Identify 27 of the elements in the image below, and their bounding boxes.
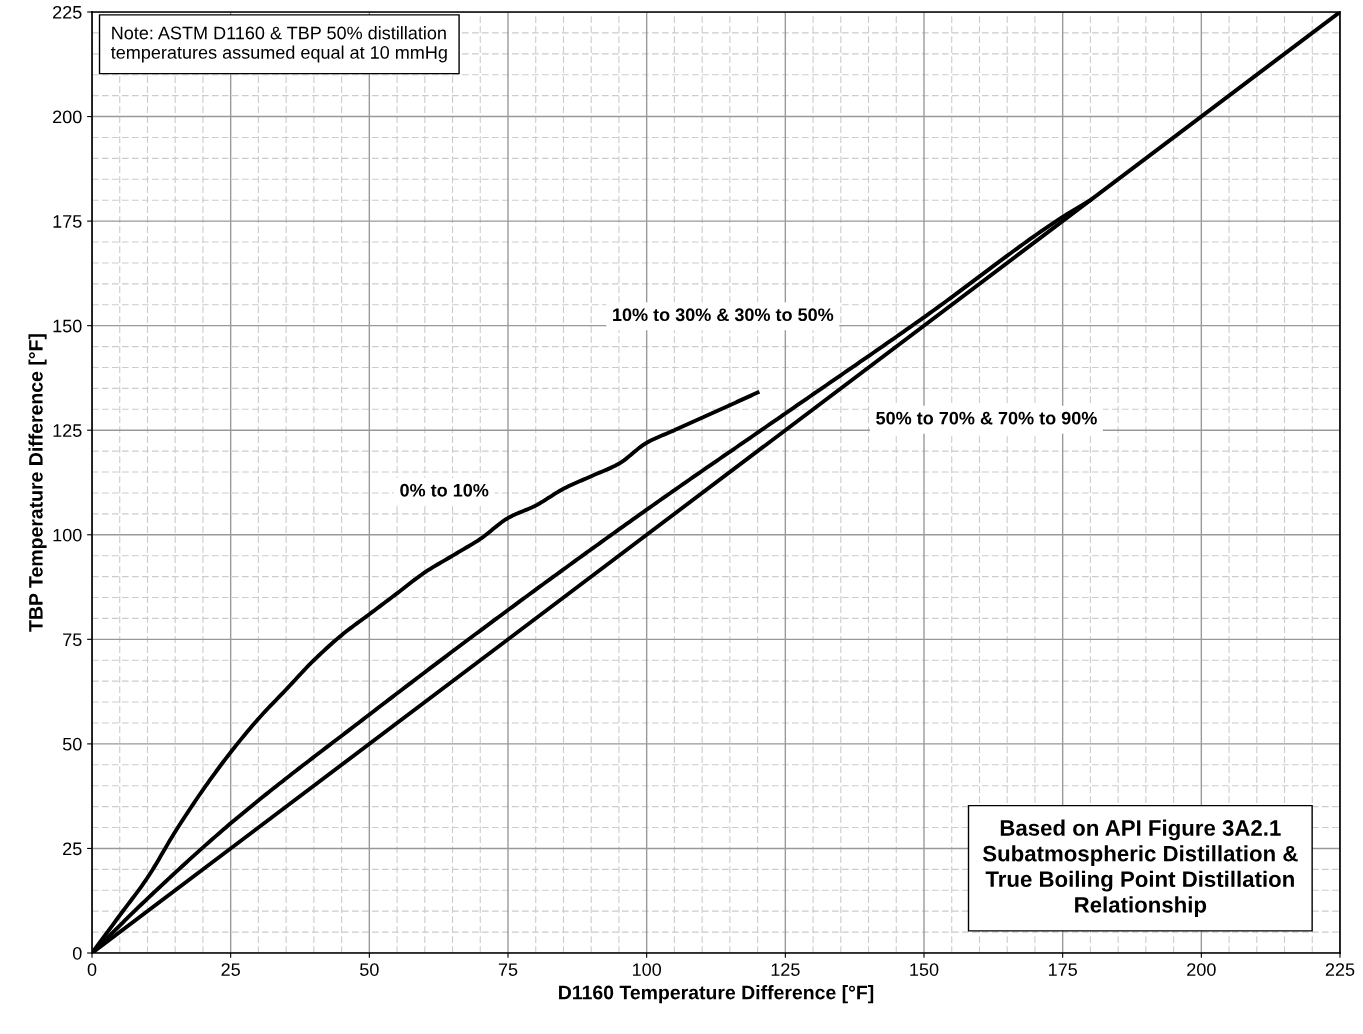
y-tick-label: 200 bbox=[53, 110, 82, 124]
x-tick-label: 200 bbox=[1187, 963, 1216, 976]
y-tick-label: 25 bbox=[63, 842, 82, 856]
series-label: 0% to 10% bbox=[400, 483, 489, 497]
text: 50% to 70% & 70% to 90% bbox=[876, 411, 1097, 425]
x-axis-title: D1160 Temperature Difference [°F] bbox=[559, 985, 874, 1004]
y-axis-title: TBP Temperature Difference [°F] bbox=[28, 334, 47, 632]
x-tick-label: 225 bbox=[1325, 963, 1355, 976]
x-tick-label: 100 bbox=[632, 963, 662, 976]
y-tick-label: 75 bbox=[63, 633, 82, 647]
y-tick-label: 125 bbox=[53, 424, 82, 437]
y-tick-label: 175 bbox=[53, 215, 82, 228]
y-tick-label: 225 bbox=[53, 5, 82, 19]
x-tick-label: 50 bbox=[360, 963, 379, 976]
text: 10% to 30% & 30% to 50% bbox=[613, 308, 834, 322]
x-tick-label: 125 bbox=[771, 963, 800, 976]
y-tick-label: 50 bbox=[62, 737, 82, 751]
x-tick-label: 0 bbox=[87, 963, 97, 976]
x-tick-label: 25 bbox=[221, 963, 240, 976]
x-tick-label: 150 bbox=[910, 963, 939, 976]
y-tick-label: 0 bbox=[72, 946, 82, 960]
y-tick-label: 100 bbox=[53, 528, 82, 542]
x-tick-label: 75 bbox=[498, 963, 518, 976]
x-tick-label: 175 bbox=[1048, 963, 1077, 976]
y-tick-label: 150 bbox=[53, 319, 82, 333]
annotation: Note: ASTM D1160 & TBP 50% distillation temperatures assumed equal at 10 mmHg bbox=[110, 26, 447, 63]
annotation: Based on API Figure 3A2.1 Subatmospheric Distillation & True Boiling Point Distillation Relationship bbox=[982, 819, 1298, 918]
